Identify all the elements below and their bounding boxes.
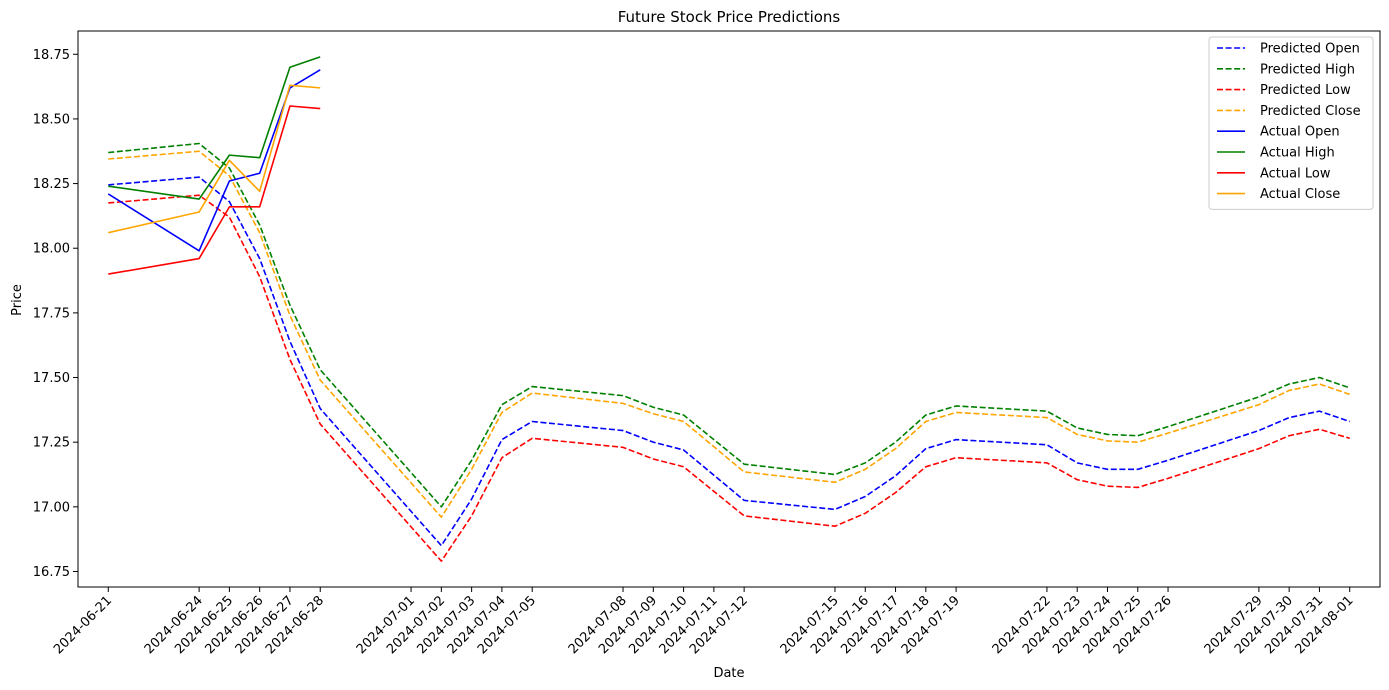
plot-frame <box>77 30 1381 588</box>
series-line-actual-high <box>108 56 321 200</box>
y-tick-label: 18.00 <box>33 242 70 257</box>
legend-entry-label: Predicted High <box>1260 62 1355 77</box>
y-tick-label: 18.75 <box>33 48 70 63</box>
series-line-actual-open <box>107 69 321 252</box>
y-tick-label: 17.75 <box>33 306 70 321</box>
legend-entry-label: Actual Close <box>1260 187 1340 202</box>
series-line-actual-close <box>108 84 321 234</box>
legend-entry-label: Predicted Open <box>1260 42 1360 57</box>
y-tick-label: 18.50 <box>33 112 70 127</box>
y-tick-label: 17.25 <box>33 436 70 451</box>
x-axis-label: Date <box>713 666 744 681</box>
series-line-predicted-close <box>108 150 1350 518</box>
legend-entry-label: Actual High <box>1260 146 1335 161</box>
series-line-actual-low <box>108 105 321 275</box>
legend-entry-label: Actual Open <box>1260 125 1340 140</box>
x-tick-label: 2024-06-21 <box>51 593 115 657</box>
y-tick-label: 18.25 <box>33 177 70 192</box>
y-axis-label: Price <box>10 284 25 316</box>
y-tick-label: 16.75 <box>33 565 70 580</box>
legend-box <box>1208 36 1374 210</box>
y-tick-label: 17.00 <box>33 500 70 515</box>
legend-entry-label: Predicted Close <box>1260 104 1361 119</box>
legend-entry-label: Actual Low <box>1260 166 1331 181</box>
series-line-predicted-low <box>108 194 1350 562</box>
plot-area: 16.75 17.00 17.25 17.50 17.75 18.00 18.25 18.50… <box>33 30 1381 657</box>
legend-entry-label: Predicted Low <box>1260 83 1351 98</box>
y-tick-label: 17.50 <box>33 371 70 386</box>
legend: Predicted Open Predicted High Predicted Lo… <box>1208 36 1374 210</box>
series-line-predicted-high <box>108 142 1350 508</box>
chart-title: Future Stock Price Predictions <box>618 8 841 26</box>
series-line-predicted-open <box>108 176 1350 547</box>
